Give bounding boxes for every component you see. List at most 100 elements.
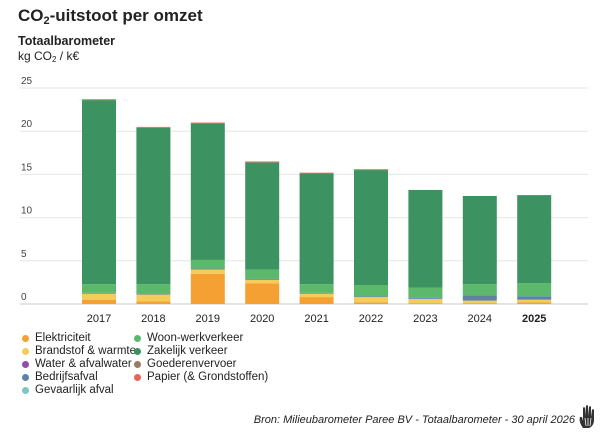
legend-item: Gevaarlijk afval	[22, 384, 134, 396]
y-tick-label: 25	[21, 76, 33, 87]
legend-label: Woon-werkverkeer	[147, 332, 244, 344]
bar-segment	[408, 287, 443, 298]
bar-segment	[136, 301, 171, 304]
bar-segment	[190, 259, 225, 269]
y-tick-label: 5	[21, 249, 27, 260]
legend-item: Bedrijfsafval	[22, 371, 134, 383]
bar-segment	[82, 284, 116, 293]
y-tick-label: 20	[21, 119, 33, 130]
bar-segment	[299, 284, 334, 293]
bar-segment	[136, 126, 171, 128]
bar-segment	[517, 296, 552, 300]
legend-swatch	[22, 373, 29, 381]
bar-segment	[82, 299, 116, 304]
legend-swatch	[134, 334, 141, 342]
y-axis-unit: kg CO2 / k€	[18, 49, 80, 64]
bar-segment	[408, 297, 443, 299]
legend-swatch	[22, 386, 29, 394]
bar-segment	[190, 269, 225, 274]
legend-label: Zakelijk verkeer	[147, 345, 228, 357]
x-tick-label: 2021	[304, 313, 328, 325]
x-tick-label: 2025	[522, 313, 546, 325]
x-tick-label: 2019	[196, 313, 220, 325]
x-tick-label: 2024	[468, 313, 492, 325]
bar-segment	[299, 297, 334, 304]
x-tick-label: 2018	[141, 313, 165, 325]
legend-item: Elektriciteit	[22, 332, 134, 344]
legend-swatch	[22, 360, 29, 368]
bar-segment	[245, 161, 280, 163]
y-tick-label: 10	[21, 206, 33, 217]
bar-segment	[462, 196, 497, 285]
bar-segment	[517, 195, 552, 284]
legend-label: Papier (& Grondstoffen)	[147, 371, 269, 383]
x-tick-label: 2020	[250, 313, 274, 325]
legend-swatch	[134, 347, 141, 355]
bar-segment	[517, 302, 552, 304]
bar-segment	[82, 292, 116, 294]
bar-segment	[82, 293, 116, 300]
bar-segment	[354, 296, 388, 298]
bar-segment	[408, 189, 443, 288]
bar-segment	[245, 269, 280, 279]
bar-segment	[245, 279, 280, 284]
bar-segment	[136, 127, 171, 285]
bar-segment	[299, 173, 334, 285]
bar-segment	[299, 293, 334, 298]
legend: Elektriciteit Woon-werkverkeer Brandstof &…	[22, 332, 322, 396]
legend-item: Zakelijk verkeer	[134, 345, 294, 357]
y-axis-ticks: 0 5 10 15 20 25	[21, 76, 33, 303]
bar-segment	[299, 292, 334, 294]
source-note: Bron: Milieubarometer Paree BV - Totaalb…	[253, 414, 575, 426]
bar-segment	[517, 299, 552, 303]
bar-segment	[462, 284, 497, 296]
bar-segment	[408, 298, 443, 304]
legend-item: Papier (& Grondstoffen)	[134, 371, 294, 383]
hand-logo-icon	[579, 405, 594, 428]
bar-segment	[82, 99, 116, 101]
legend-label: Elektriciteit	[35, 332, 91, 344]
bar-segment	[299, 172, 334, 174]
bar-segment	[136, 293, 171, 295]
bar-segment	[245, 162, 280, 270]
bar-segment	[190, 122, 225, 124]
bar-segment	[190, 123, 225, 260]
x-tick-label: 2023	[413, 313, 437, 325]
legend-item: Water & afvalwater	[22, 358, 134, 370]
legend-swatch	[134, 360, 141, 368]
bar-segment	[136, 294, 171, 302]
bar-segment	[354, 302, 388, 304]
x-tick-label: 2017	[87, 313, 111, 325]
bar-segment	[190, 268, 225, 270]
chart-title: CO2-uitstoot per omzet	[18, 6, 203, 27]
y-tick-label: 0	[21, 292, 27, 303]
x-tick-label: 2022	[359, 313, 383, 325]
legend-item: Goederenvervoer	[134, 358, 294, 370]
bar-segment	[245, 283, 280, 304]
bar-segment	[462, 295, 497, 301]
bar-segment	[82, 100, 116, 285]
bars	[82, 99, 552, 304]
legend-label: Goederenvervoer	[147, 358, 237, 370]
legend-label: Bedrijfsafval	[35, 371, 98, 383]
bar-segment	[354, 297, 388, 303]
legend-item: Brandstof & warmte	[22, 345, 136, 357]
legend-label: Water & afvalwater	[35, 358, 132, 370]
bar-segment	[136, 284, 171, 294]
bar-segment	[190, 273, 225, 304]
x-axis-ticks: 2017 2018 2019 2020 2021 2022 2023 2024 2025	[87, 313, 547, 325]
legend-swatch	[134, 373, 141, 381]
chart-subtitle: Totaalbarometer	[18, 34, 116, 48]
legend-label: Brandstof & warmte	[35, 345, 136, 357]
bar-segment	[354, 284, 388, 297]
bar-segment	[354, 170, 388, 285]
bar-segment	[462, 300, 497, 304]
bar-segment	[517, 283, 552, 297]
legend-swatch	[22, 334, 29, 342]
bar-segment	[462, 303, 497, 304]
legend-swatch	[22, 347, 29, 355]
bar-segment	[354, 169, 388, 171]
bar-segment	[245, 278, 280, 280]
y-tick-label: 15	[21, 162, 33, 173]
